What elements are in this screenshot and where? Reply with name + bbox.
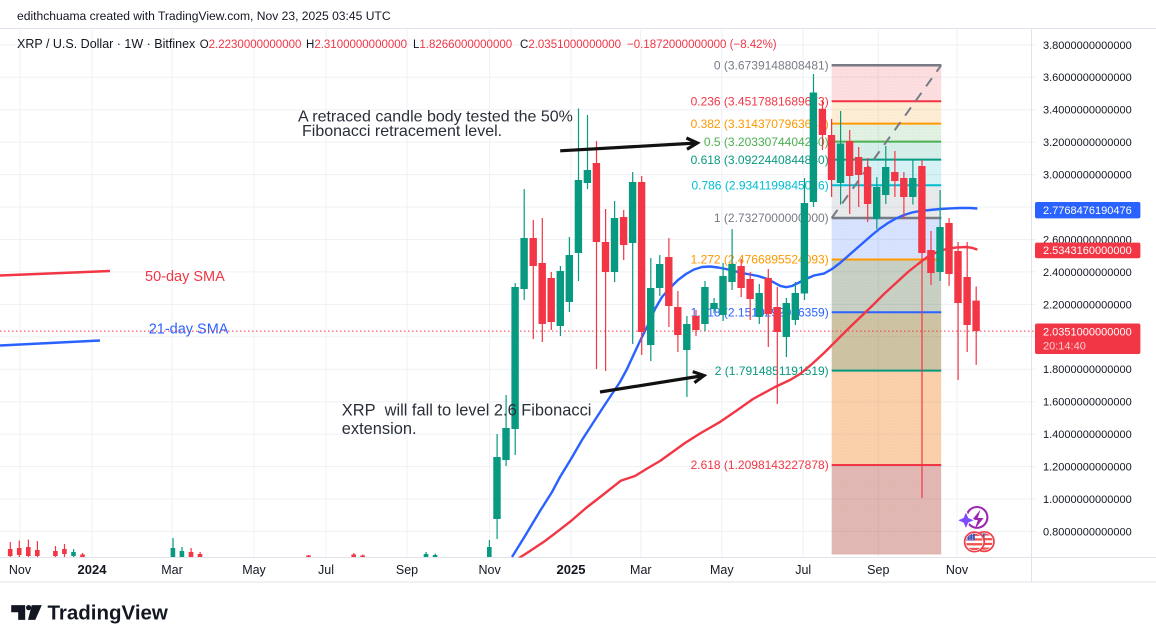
svg-text:2.4000000000000: 2.4000000000000: [1043, 267, 1132, 279]
svg-text:−0.1872000000000 (−8.42%): −0.1872000000000 (−8.42%): [627, 39, 777, 51]
svg-text:3.2000000000000: 3.2000000000000: [1043, 137, 1132, 149]
svg-text:TradingView: TradingView: [48, 602, 168, 625]
svg-text:3.0000000000000: 3.0000000000000: [1043, 170, 1132, 182]
svg-text:Jul: Jul: [795, 563, 811, 577]
svg-text:Mar: Mar: [630, 563, 652, 577]
svg-text:1.2000000000000: 1.2000000000000: [1043, 462, 1132, 474]
svg-text:O2.2230000000000: O2.2230000000000: [200, 39, 302, 51]
svg-text:Nov: Nov: [9, 563, 32, 577]
svg-text:3.4000000000000: 3.4000000000000: [1043, 105, 1132, 117]
svg-text:0 (3.6739148808481): 0 (3.6739148808481): [714, 59, 829, 73]
svg-text:Nov: Nov: [946, 563, 969, 577]
svg-text:Sep: Sep: [867, 563, 889, 577]
svg-text:Sep: Sep: [396, 563, 418, 577]
svg-text:Nov: Nov: [478, 563, 501, 577]
svg-text:0.618 (3.0922440844840): 0.618 (3.0922440844840): [691, 153, 829, 167]
svg-text:2.0351000000000: 2.0351000000000: [1043, 326, 1132, 338]
svg-text:50-day SMA: 50-day SMA: [145, 269, 225, 285]
svg-text:extension.: extension.: [342, 420, 417, 438]
svg-text:1.6000000000000: 1.6000000000000: [1043, 397, 1132, 409]
svg-text:0.236 (3.4517881689673): 0.236 (3.4517881689673): [691, 95, 829, 109]
svg-text:2.2000000000000: 2.2000000000000: [1043, 299, 1132, 311]
svg-text:3.6000000000000: 3.6000000000000: [1043, 72, 1132, 84]
svg-text:21-day SMA: 21-day SMA: [149, 322, 229, 338]
svg-text:3.8000000000000: 3.8000000000000: [1043, 40, 1132, 52]
svg-text:L1.8266000000000: L1.8266000000000: [413, 39, 512, 51]
svg-text:Mar: Mar: [161, 563, 183, 577]
svg-text:2.618 (1.2098143227878): 2.618 (1.2098143227878): [691, 458, 829, 472]
svg-text:XRP will fall to level 2.6 Fi: XRP will fall to level 2.6 Fibonacci: [342, 402, 592, 420]
svg-text:2024: 2024: [78, 562, 108, 577]
svg-text:May: May: [710, 563, 734, 577]
svg-text:2.5343160000000: 2.5343160000000: [1043, 245, 1132, 257]
svg-text:Jul: Jul: [318, 563, 334, 577]
svg-text:A retraced candle body tested: A retraced candle body tested the 50%: [298, 109, 573, 126]
svg-text:1.0000000000000: 1.0000000000000: [1043, 494, 1132, 506]
svg-text:1.8000000000000: 1.8000000000000: [1043, 364, 1132, 376]
svg-text:2 (1.7914851191519): 2 (1.7914851191519): [715, 364, 829, 378]
svg-text:2.7768476190476: 2.7768476190476: [1043, 205, 1132, 217]
svg-text:0.5 (3.2033074404240): 0.5 (3.2033074404240): [704, 135, 829, 149]
svg-text:20:14:40: 20:14:40: [1043, 340, 1086, 352]
svg-text:XRP / U.S. Dollar · 1W · Bitfi: XRP / U.S. Dollar · 1W · Bitfinex: [17, 37, 196, 51]
svg-text:0.8000000000000: 0.8000000000000: [1043, 526, 1132, 538]
svg-text:H2.3100000000000: H2.3100000000000: [306, 39, 407, 51]
svg-text:0.786 (2.9341199845016): 0.786 (2.9341199845016): [691, 179, 828, 193]
svg-text:May: May: [242, 563, 266, 577]
svg-text:1.4000000000000: 1.4000000000000: [1043, 429, 1132, 441]
svg-text:2025: 2025: [557, 562, 586, 577]
svg-text:0.382 (3.3143707963641): 0.382 (3.3143707963641): [691, 117, 829, 131]
svg-text:1 (2.7327000000000): 1 (2.7327000000000): [714, 211, 829, 225]
svg-text:C2.0351000000000: C2.0351000000000: [520, 39, 621, 51]
svg-text:Fibonacci retracement level.: Fibonacci retracement level.: [302, 123, 502, 140]
svg-text:1.272 (2.4766895524093): 1.272 (2.4766895524093): [691, 253, 829, 267]
svg-text:edithchuama created with Tradi: edithchuama created with TradingView.com…: [17, 9, 391, 23]
